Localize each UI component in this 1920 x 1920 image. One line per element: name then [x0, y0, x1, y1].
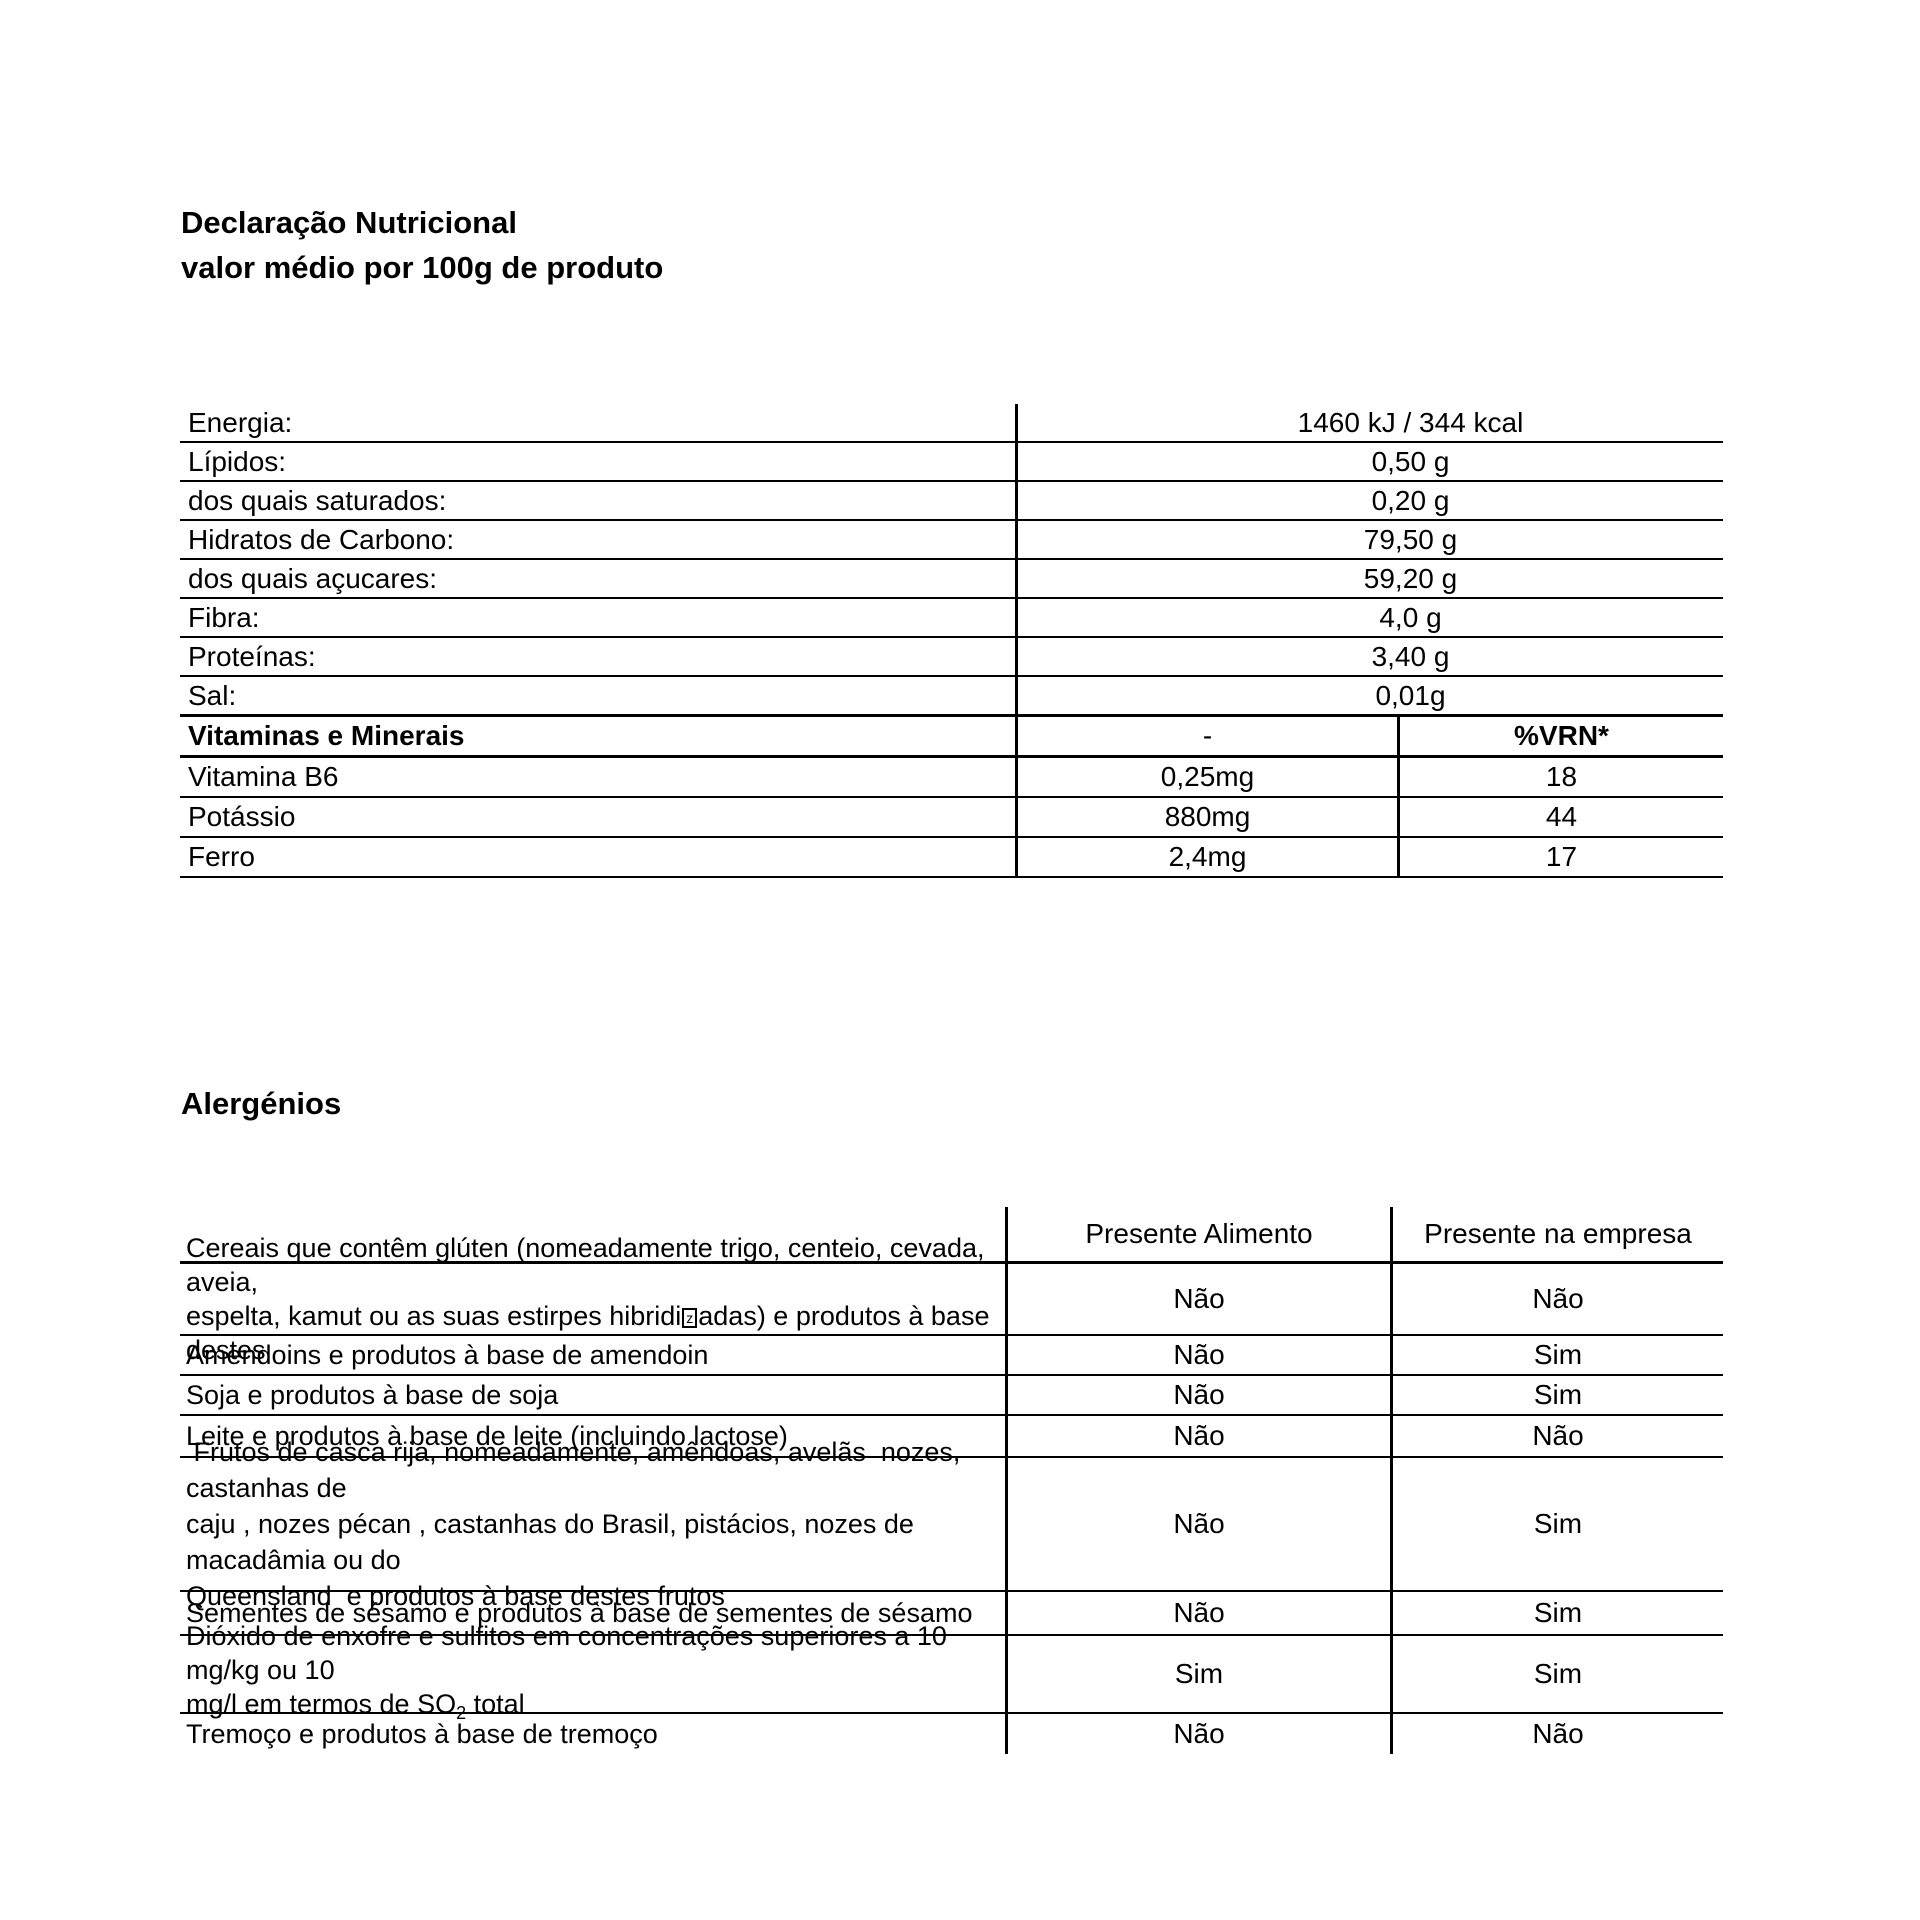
- nutrition-row-acucares: dos quais açucares: 59,20 g: [180, 560, 1723, 599]
- allergens-table: Presente Alimento Presente na empresa Ce…: [180, 1207, 1723, 1754]
- allergen-label: Amendoins e produtos à base de amendoin: [186, 1340, 709, 1370]
- nutrient-value: 0,01g: [1015, 677, 1723, 714]
- nutrient-label: Lípidos:: [188, 445, 287, 477]
- present-in-company-value: Sim: [1390, 1376, 1723, 1414]
- allergen-label-line-2: caju , nozes pécan , castanhas do Brasil…: [186, 1509, 922, 1575]
- vrn-header: %VRN*: [1397, 717, 1723, 755]
- vitamins-header-row: Vitaminas e Minerais - %VRN*: [180, 717, 1723, 758]
- nutrient-label: Sal:: [188, 679, 237, 711]
- nutrient-value: 59,20 g: [1015, 560, 1723, 597]
- nutrient-label: Energia:: [188, 406, 293, 438]
- allergen-row-amendoins: Amendoins e produtos à base de amendoin …: [180, 1336, 1723, 1376]
- missing-glyph-box: z: [682, 1308, 698, 1328]
- nutrient-value: 4,0 g: [1015, 599, 1723, 636]
- vitamin-row-potassio: Potássio 880mg 44: [180, 798, 1723, 838]
- allergen-label: Dióxido de enxofre e sulfitos em concent…: [180, 1621, 1005, 1723]
- allergen-label-line-1: Cereais que contêm glúten (nomeadamente …: [186, 1233, 992, 1297]
- vitamin-vrn: 18: [1397, 758, 1723, 796]
- nutrient-value: 3,40 g: [1015, 638, 1723, 675]
- vitamin-row-b6: Vitamina B6 0,25mg 18: [180, 758, 1723, 798]
- nutrient-label: dos quais açucares:: [188, 562, 438, 594]
- document-title: Declaração Nutricional valor médio por 1…: [181, 200, 663, 290]
- allergen-label-line-1: Dióxido de enxofre e sulfitos em concent…: [186, 1620, 955, 1685]
- nutrition-row-hidratos: Hidratos de Carbono: 79,50 g: [180, 521, 1723, 560]
- allergen-label: Tremoço e produtos à base de tremoço: [186, 1719, 658, 1749]
- nutrient-value: 1460 kJ / 344 kcal: [1015, 404, 1723, 441]
- allergen-label: Leite e produtos à base de leite (inclui…: [186, 1421, 788, 1451]
- vitamin-label: Ferro: [188, 841, 255, 872]
- vitamin-vrn: 44: [1397, 798, 1723, 836]
- vitamin-value: 0,25mg: [1015, 758, 1397, 796]
- present-in-food-value: Não: [1005, 1714, 1390, 1754]
- vitamin-value: 2,4mg: [1015, 838, 1397, 876]
- allergen-row-dioxido-enxofre: Dióxido de enxofre e sulfitos em concent…: [180, 1621, 1723, 1723]
- allergens-heading: Alergénios: [181, 1086, 342, 1121]
- nutrient-label: Hidratos de Carbono:: [188, 523, 455, 555]
- nutrition-row-saturados: dos quais saturados: 0,20 g: [180, 482, 1723, 521]
- allergen-label: Cereais que contêm glúten (nomeadamente …: [180, 1233, 1005, 1365]
- allergen-label: Soja e produtos à base de soja: [186, 1380, 559, 1410]
- present-in-food-header: Presente Alimento: [1005, 1207, 1390, 1261]
- present-in-company-value: Não: [1390, 1714, 1723, 1754]
- nutrient-label: Proteínas:: [188, 640, 316, 672]
- allergen-label-line-2: mg/l em termos de SO2 total: [186, 1688, 525, 1723]
- vitamin-value: 880mg: [1015, 798, 1397, 836]
- present-in-company-value: Sim: [1390, 1592, 1723, 1634]
- allergen-row-sesamo: Sementes de sésamo e produtos à base de …: [180, 1592, 1723, 1636]
- present-in-food-value: Não: [1005, 1336, 1390, 1374]
- allergens-header-row: Presente Alimento Presente na empresa: [180, 1207, 1723, 1264]
- present-in-company-header: Presente na empresa: [1390, 1207, 1723, 1261]
- nutrient-value: 79,50 g: [1015, 521, 1723, 558]
- present-in-food-value: Sim: [1005, 1636, 1390, 1712]
- title-line-2: valor médio por 100g de produto: [181, 250, 664, 285]
- vitamin-label: Vitamina B6: [188, 761, 339, 792]
- nutrition-row-lipidos: Lípidos: 0,50 g: [180, 443, 1723, 482]
- present-in-company-value: Não: [1390, 1264, 1723, 1334]
- vitamin-vrn: 17: [1397, 838, 1723, 876]
- nutrition-row-energia: Energia: 1460 kJ / 344 kcal: [180, 404, 1723, 443]
- subscript-2: 2: [456, 1702, 467, 1723]
- allergen-label-line-2: espelta, kamut ou as suas estirpes hibri…: [186, 1301, 997, 1365]
- nutrient-label: Fibra:: [188, 601, 260, 633]
- nutrition-table: Energia: 1460 kJ / 344 kcal Lípidos: 0,5…: [180, 404, 1723, 878]
- allergen-row-gluten: Cereais que contêm glúten (nomeadamente …: [180, 1233, 1723, 1365]
- present-in-food-value: Não: [1005, 1416, 1390, 1456]
- vitamins-header-label: Vitaminas e Minerais: [188, 720, 465, 751]
- present-in-company-value: Sim: [1390, 1336, 1723, 1374]
- title-line-1: Declaração Nutricional: [181, 205, 517, 240]
- allergen-label: Sementes de sésamo e produtos à base de …: [186, 1598, 973, 1628]
- present-in-food-value: Não: [1005, 1592, 1390, 1634]
- nutrient-label: dos quais saturados:: [188, 484, 447, 516]
- nutrient-value: 0,20 g: [1015, 482, 1723, 519]
- allergen-label: Frutos de casca rija, nomeadamente, amên…: [180, 1437, 1005, 1611]
- present-in-food-value: Não: [1005, 1458, 1390, 1590]
- present-in-food-value: Não: [1005, 1264, 1390, 1334]
- present-in-company-value: Sim: [1390, 1458, 1723, 1590]
- nutrition-row-fibra: Fibra: 4,0 g: [180, 599, 1723, 638]
- allergen-row-tremoco: Tremoço e produtos à base de tremoço Não…: [180, 1714, 1723, 1754]
- present-in-food-value: Não: [1005, 1376, 1390, 1414]
- present-in-company-value: Sim: [1390, 1636, 1723, 1712]
- nutrition-row-proteinas: Proteínas: 3,40 g: [180, 638, 1723, 677]
- allergen-label-line-3: Queensland e produtos à base destes frut…: [186, 1581, 725, 1611]
- present-in-company-value: Não: [1390, 1416, 1723, 1456]
- allergen-row-soja: Soja e produtos à base de soja Não Sim: [180, 1376, 1723, 1416]
- nutrition-row-sal: Sal: 0,01g: [180, 677, 1723, 717]
- vitamin-row-ferro: Ferro 2,4mg 17: [180, 838, 1723, 878]
- allergen-label-line-1: Frutos de casca rija, nomeadamente, amên…: [186, 1437, 968, 1503]
- allergen-row-frutos-casca-rija: Frutos de casca rija, nomeadamente, amên…: [180, 1437, 1723, 1611]
- vitamin-label: Potássio: [188, 801, 296, 832]
- nutrient-value: 0,50 g: [1015, 443, 1723, 480]
- allergen-row-leite: Leite e produtos à base de leite (inclui…: [180, 1416, 1723, 1458]
- vitamins-header-value: -: [1015, 717, 1397, 755]
